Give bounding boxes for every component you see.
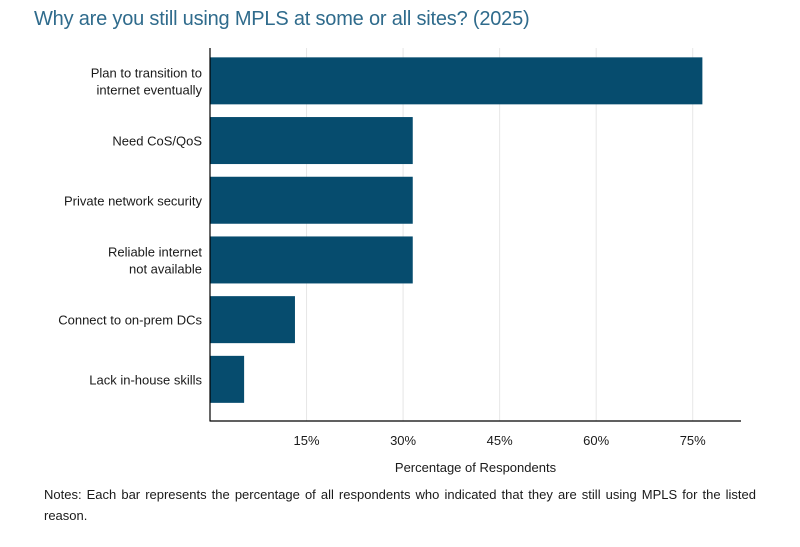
bar bbox=[210, 117, 413, 165]
gridlines bbox=[306, 48, 694, 421]
chart-title: Why are you still using MPLS at some or … bbox=[34, 8, 530, 30]
x-tick-label: 15% bbox=[294, 433, 320, 448]
x-tick-labels: 15% 30% 45% 60% 75% bbox=[294, 433, 707, 448]
category-label: Need CoS/QoS bbox=[112, 134, 202, 149]
chart-notes: Notes: Each bar represents the percentag… bbox=[44, 487, 756, 523]
bar bbox=[210, 176, 413, 224]
category-labels: Plan to transition to internet eventually… bbox=[58, 65, 202, 387]
x-tick-label: 75% bbox=[680, 433, 706, 448]
bar bbox=[210, 355, 245, 403]
category-label: Plan to transition to internet eventually bbox=[91, 65, 203, 97]
category-label: Reliable internet not available bbox=[108, 244, 202, 276]
x-tick-label: 30% bbox=[390, 433, 416, 448]
x-tick-label: 45% bbox=[487, 433, 513, 448]
axes bbox=[209, 48, 741, 422]
category-label: Private network security bbox=[64, 193, 202, 208]
x-tick-label: 60% bbox=[583, 433, 609, 448]
category-label: Connect to on-prem DCs bbox=[58, 313, 202, 328]
bar bbox=[210, 236, 413, 284]
bar bbox=[210, 57, 703, 105]
x-axis-label: Percentage of Respondents bbox=[394, 460, 557, 475]
bars bbox=[210, 57, 703, 403]
bar bbox=[210, 296, 295, 344]
category-label: Lack in-house skills bbox=[89, 372, 202, 387]
